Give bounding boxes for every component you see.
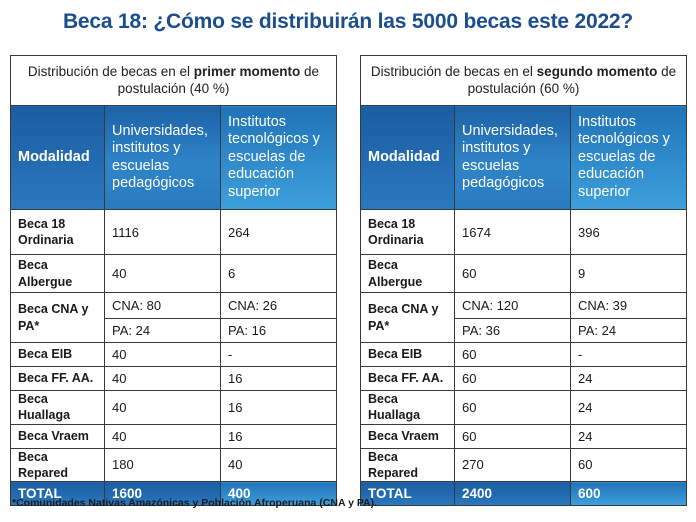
table-row: Beca CNA y PA* CNA: 80 CNA: 26: [10, 292, 338, 343]
header-universidades: Universidades, institutos y escuelas ped…: [104, 105, 221, 210]
second-moment-panel: Distribución de becas en el segundo mome…: [359, 55, 688, 506]
header-modalidad: Modalidad: [360, 105, 455, 210]
table-row: Beca FF. AA. 40 16: [10, 366, 338, 391]
table-row: Beca Albergue 40 6: [10, 254, 338, 293]
table-row: Beca EIB 40 -: [10, 342, 338, 367]
page-title: Beca 18: ¿Cómo se distribuirán las 5000 …: [62, 10, 634, 33]
second-moment-table: Distribución de becas en el segundo mome…: [359, 55, 688, 506]
table-row: Beca FF. AA. 60 24: [360, 366, 688, 391]
footnote: *Comunidades Nativas Amazónicas y Poblac…: [12, 497, 378, 509]
table-caption: Distribución de becas en el segundo mome…: [359, 55, 688, 106]
total-row: TOTAL 2400 600: [360, 481, 688, 506]
header-institutos: Institutos tecnológicos y escuelas de ed…: [569, 105, 688, 210]
header-institutos: Institutos tecnológicos y escuelas de ed…: [219, 105, 338, 210]
table-row: Beca CNA y PA* CNA: 120 CNA: 39: [360, 292, 688, 343]
table-row: Beca EIB 60 -: [360, 342, 688, 367]
first-moment-table: Distribución de becas en el primer momen…: [9, 55, 338, 506]
table-row: Beca 18 Ordinaria 1116 264: [10, 209, 338, 255]
table-row: Beca Vraem 60 24: [360, 423, 688, 449]
table-row: Beca Huallaga 60 24: [360, 390, 688, 425]
table-caption: Distribución de becas en el primer momen…: [9, 55, 338, 106]
table-row: PA: 24 PA: 16: [11, 318, 338, 343]
table-row: Beca Repared 270 60: [360, 447, 688, 482]
header-modalidad: Modalidad: [10, 105, 105, 210]
table-row: Beca Albergue 60 9: [360, 254, 688, 293]
header-universidades: Universidades, institutos y escuelas ped…: [454, 105, 571, 210]
first-moment-panel: Distribución de becas en el primer momen…: [9, 55, 338, 506]
table-row: PA: 36 PA: 24: [361, 318, 688, 343]
table-row: Beca Repared 180 40: [10, 447, 338, 482]
table-row: Beca Huallaga 40 16: [10, 390, 338, 425]
table-row: Beca 18 Ordinaria 1674 396: [360, 209, 688, 255]
total-row: TOTAL 1600 400: [10, 481, 338, 506]
table-row: Beca Vraem 40 16: [10, 423, 338, 449]
